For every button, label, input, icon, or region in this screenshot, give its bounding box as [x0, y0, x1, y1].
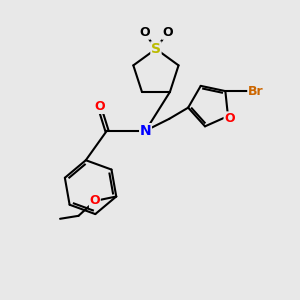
Text: O: O: [162, 26, 172, 39]
Text: O: O: [139, 26, 150, 39]
Text: O: O: [89, 194, 100, 208]
Text: O: O: [94, 100, 105, 113]
Text: O: O: [224, 112, 235, 125]
Text: N: N: [140, 124, 152, 138]
Text: Br: Br: [248, 85, 263, 98]
Text: S: S: [151, 42, 161, 56]
